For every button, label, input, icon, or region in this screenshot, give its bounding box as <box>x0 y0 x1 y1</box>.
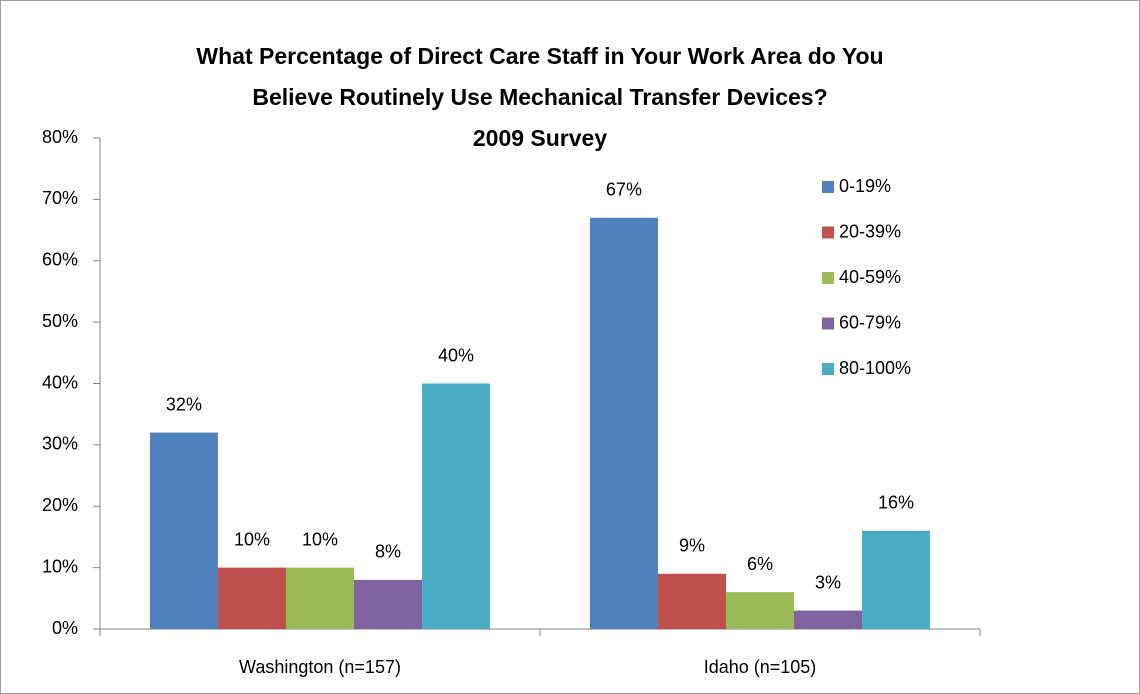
bar <box>285 567 355 629</box>
bar <box>149 432 218 629</box>
y-tick-label: 30% <box>42 434 78 454</box>
y-tick-label: 60% <box>42 250 78 270</box>
legend-swatch <box>822 226 834 239</box>
x-tick-label: Idaho (n=105) <box>704 657 817 677</box>
y-tick-label: 40% <box>42 372 78 392</box>
value-label: 8% <box>375 542 401 562</box>
legend-label: 40-59% <box>839 267 901 287</box>
value-label: 9% <box>679 536 705 556</box>
legend-label: 20-39% <box>839 221 901 241</box>
value-label: 16% <box>878 493 914 513</box>
legend-swatch <box>822 181 834 193</box>
y-tick-label: 70% <box>42 188 78 208</box>
chart-title: 2009 Survey <box>473 125 607 151</box>
value-label: 10% <box>302 529 338 549</box>
value-label: 10% <box>234 529 270 549</box>
y-tick-label: 0% <box>52 618 78 638</box>
chart-title: What Percentage of Direct Care Staff in … <box>196 43 883 69</box>
y-tick-label: 10% <box>42 556 78 576</box>
bar <box>354 579 423 629</box>
y-tick-label: 50% <box>42 311 78 331</box>
value-label: 67% <box>606 180 642 200</box>
bar <box>422 383 491 629</box>
bar <box>657 573 726 629</box>
bar <box>794 610 863 629</box>
value-label: 6% <box>747 554 773 574</box>
x-tick-label: Washington (n=157) <box>239 657 401 677</box>
legend-swatch <box>822 317 834 330</box>
legend-label: 60-79% <box>839 312 901 332</box>
bar <box>862 530 931 629</box>
value-label: 40% <box>438 345 474 365</box>
legend-label: 0-19% <box>839 176 891 196</box>
value-label: 3% <box>815 572 841 592</box>
legend-label: 80-100% <box>839 358 911 378</box>
bar <box>217 567 286 629</box>
value-label: 32% <box>166 394 202 414</box>
y-tick-label: 80% <box>42 127 78 147</box>
y-tick-label: 20% <box>42 495 78 515</box>
legend-swatch <box>822 272 834 284</box>
chart-title: Believe Routinely Use Mechanical Transfe… <box>252 84 827 110</box>
bar <box>589 217 658 629</box>
bar <box>725 592 795 629</box>
legend-swatch <box>822 363 834 375</box>
